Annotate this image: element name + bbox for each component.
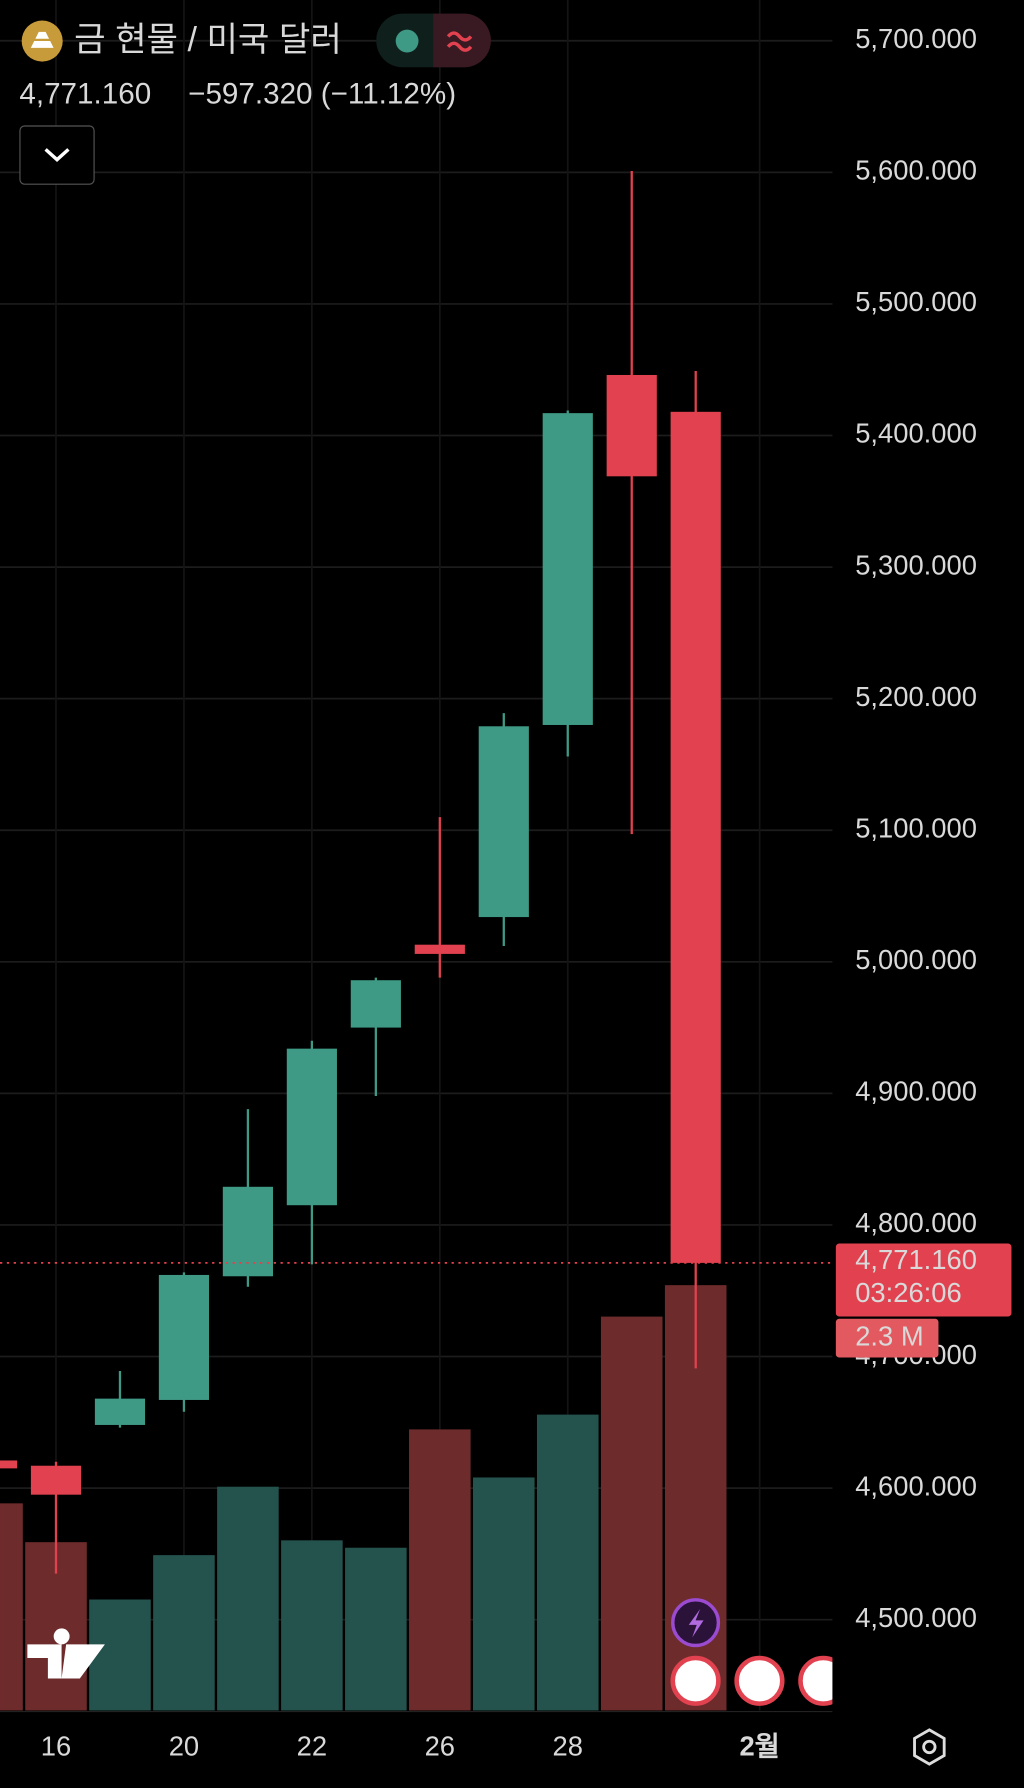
last-price-box: [835, 1243, 1012, 1317]
x-tick-label: 20: [169, 1730, 199, 1761]
candle-body: [350, 980, 401, 1028]
y-tick-label: 5,700.000: [855, 23, 977, 54]
x-tick-label: 2월: [739, 1730, 779, 1761]
symbol-icon-bars: [30, 31, 54, 48]
x-tick-label: 28: [553, 1730, 583, 1761]
volume-layer: [0, 1285, 727, 1711]
x-tick-label: 16: [41, 1730, 71, 1761]
volume-bar: [153, 1555, 215, 1711]
candle-body: [286, 1048, 337, 1206]
candle-body: [414, 944, 465, 954]
volume-bar: [409, 1429, 471, 1711]
collapse-button[interactable]: [19, 125, 95, 185]
settings-icon[interactable]: [913, 1728, 946, 1766]
price-axis: 4,500.0004,600.0004,700.0004,800.0004,90…: [855, 23, 977, 1633]
y-tick-label: 5,100.000: [855, 812, 977, 843]
candle-layer: [0, 171, 721, 1574]
y-tick-label: 5,000.000: [855, 944, 977, 975]
last-price: 4,771.160: [19, 78, 151, 111]
countdown-label: 03:26:06: [855, 1277, 962, 1308]
volume-bar: [345, 1547, 407, 1711]
y-tick-label: 5,400.000: [855, 418, 977, 449]
candle-body: [94, 1398, 146, 1425]
us-flag-event[interactable]: [734, 1655, 785, 1706]
settings-icon-center: [922, 1739, 937, 1755]
volume-bar: [0, 1503, 23, 1711]
volume-label: 2.3 M: [855, 1320, 923, 1351]
candle-body: [222, 1186, 273, 1277]
volume-bar: [281, 1540, 343, 1711]
volume-label-box: [835, 1318, 939, 1358]
y-tick-label: 5,300.000: [855, 549, 977, 580]
volume-bar: [89, 1599, 151, 1711]
candle-body: [158, 1274, 210, 1400]
y-tick-label: 5,500.000: [855, 286, 977, 317]
y-tick-label: 4,500.000: [855, 1602, 977, 1633]
market-open-dot: [395, 29, 419, 53]
x-tick-label: 26: [425, 1730, 455, 1761]
price-change: −597.320 (−11.12%): [188, 78, 456, 111]
candle-body: [30, 1465, 82, 1495]
y-tick-label: 5,200.000: [855, 681, 977, 712]
candle-body: [478, 726, 529, 918]
symbol-title[interactable]: 금 현물 / 미국 달러: [74, 21, 342, 59]
y-tick-label: 4,600.000: [855, 1470, 977, 1501]
volume-bar: [600, 1316, 663, 1711]
y-tick-label: 4,800.000: [855, 1207, 977, 1238]
x-axis: 16 20 22 26 28 2월: [41, 1730, 780, 1761]
volume-bar: [473, 1477, 535, 1711]
grid: [0, 0, 833, 1711]
lightning-icon: [688, 1608, 704, 1638]
flag-clip: [832, 1653, 856, 1711]
symbol-icon[interactable]: [21, 20, 63, 62]
flag-icons: [670, 1653, 856, 1711]
volume-bar: [536, 1414, 599, 1711]
y-tick-label: 4,900.000: [855, 1076, 977, 1107]
last-price-label: 4,771.160: [855, 1244, 977, 1275]
candle-body: [670, 411, 721, 1263]
tradingview-logo[interactable]: [27, 1628, 105, 1679]
candle-body: [542, 413, 593, 725]
volume-bar: [217, 1486, 279, 1711]
candle-body: [606, 374, 657, 477]
us-flag-event[interactable]: [670, 1655, 721, 1706]
delay-icon: [446, 31, 473, 52]
y-tick-label: 5,600.000: [855, 155, 977, 186]
chevron-icon: [44, 148, 70, 162]
candle-body: [0, 1460, 18, 1469]
x-tick-label: 22: [297, 1730, 327, 1761]
